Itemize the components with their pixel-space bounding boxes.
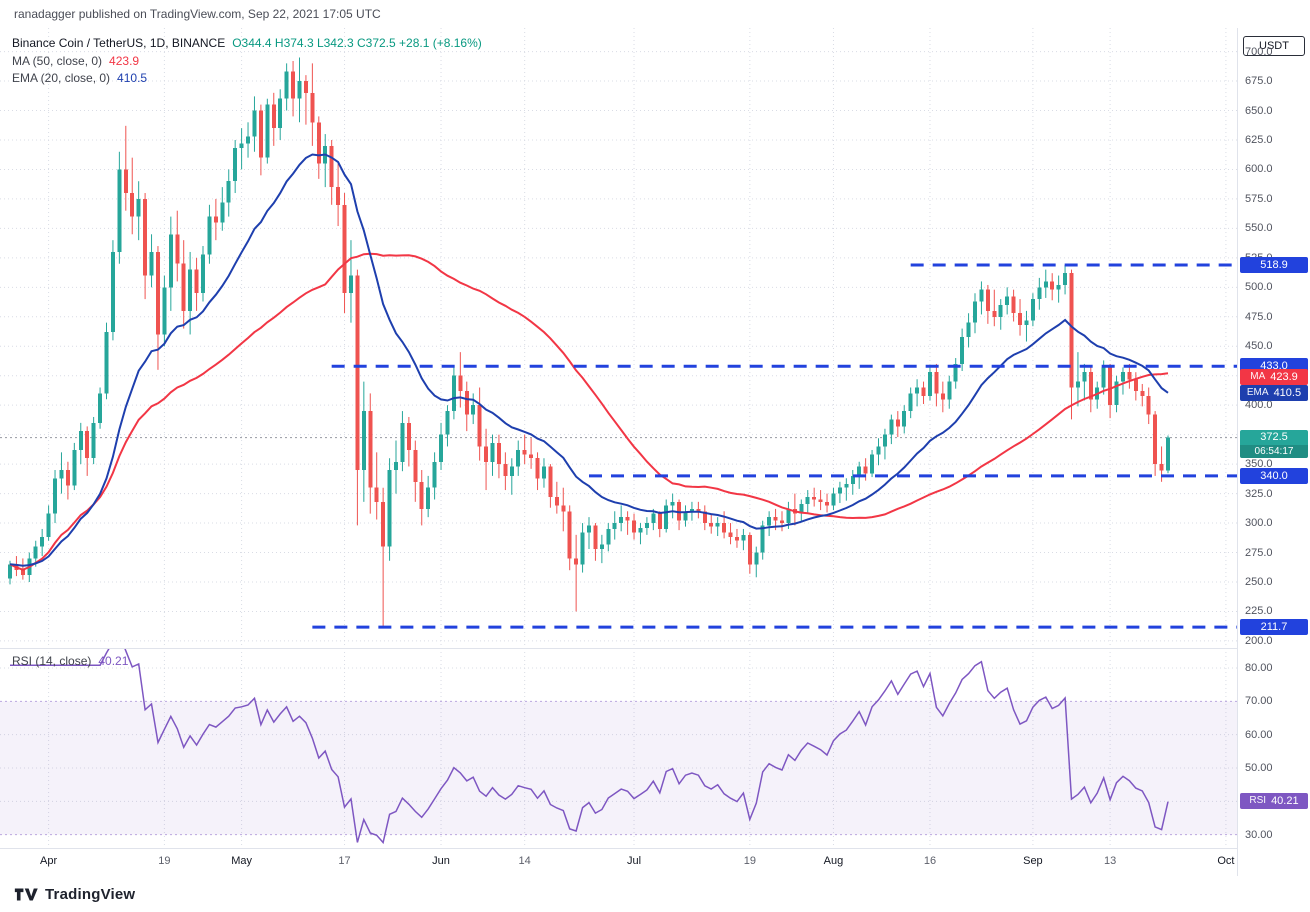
rsi-value: 40.21: [98, 654, 129, 668]
time-tick-label: 19: [743, 855, 756, 867]
ema-legend: EMA (20, close, 0) 410.5: [12, 71, 147, 85]
rsi-tick-label: 30.00: [1245, 828, 1273, 841]
candle-wicks: [9, 57, 1169, 628]
candle-bodies: [8, 71, 1170, 579]
symbol-legend: Binance Coin / TetherUS, 1D, BINANCE O344…: [12, 36, 482, 50]
symbol-title[interactable]: Binance Coin / TetherUS, 1D, BINANCE: [12, 36, 226, 50]
time-tick-label: 17: [338, 855, 351, 867]
ohlc-values: O344.4 H374.3 L342.3 C372.5 +28.1 (+8.16…: [232, 36, 482, 50]
rsi-label[interactable]: RSI (14, close): [12, 654, 92, 668]
level-price-badge: 518.9: [1240, 257, 1308, 274]
axis-unit-badge: USDT: [1243, 36, 1305, 56]
time-tick-label: 19: [158, 855, 171, 867]
price-tick-label: 475.0: [1245, 310, 1273, 323]
chart-area: Binance Coin / TetherUS, 1D, BINANCE O344…: [0, 28, 1310, 876]
price-tick-label: 600.0: [1245, 163, 1273, 176]
rsi-legend: RSI (14, close) 40.21: [12, 654, 128, 668]
rsi-tick-label: 70.00: [1245, 695, 1273, 708]
time-tick-label: Apr: [40, 855, 58, 867]
price-tick-label: 625.0: [1245, 133, 1273, 146]
tradingview-logo-icon[interactable]: [14, 886, 38, 903]
price-gridlines: [0, 28, 1237, 648]
time-tick-label: Sep: [1023, 855, 1043, 867]
rsi-gridlines: [0, 648, 1237, 848]
time-tick-label: Jul: [627, 855, 642, 867]
ema-value: 410.5: [117, 71, 148, 85]
price-tick-label: 400.0: [1245, 399, 1273, 412]
price-tick-label: 250.0: [1245, 575, 1273, 588]
price-tick-label: 300.0: [1245, 517, 1273, 530]
price-tick-label: 200.0: [1245, 634, 1273, 647]
price-tick-label: 225.0: [1245, 605, 1273, 618]
price-pane[interactable]: [0, 28, 1237, 648]
time-tick-label: 13: [1103, 855, 1117, 867]
price-axis[interactable]: USDT 200.0 225.0 250.0 275.0 300.0 325.0 350.0…: [1237, 28, 1310, 876]
rsi-tick-label: 80.00: [1245, 662, 1273, 674]
time-tick-label: Jun: [432, 855, 450, 867]
pane-divider[interactable]: [0, 648, 1310, 649]
footer: TradingView: [0, 876, 1310, 912]
rsi-line[interactable]: [10, 648, 1169, 845]
time-tick-label: 14: [518, 855, 531, 867]
bar-countdown: 06:54:17: [1240, 444, 1308, 458]
rsi-value-badge: RSI 40.21: [1240, 792, 1308, 809]
price-tick-label: 350.0: [1245, 458, 1273, 471]
rsi-band: [0, 701, 1237, 835]
time-axis-divider: [0, 848, 1310, 849]
price-tick-label: 700.0: [1245, 45, 1273, 58]
time-tick-label: May: [231, 855, 252, 867]
publish-info: ranadagger published on TradingView.com,…: [14, 7, 381, 21]
ma-legend: MA (50, close, 0) 423.9: [12, 54, 139, 68]
time-tick-label: Aug: [823, 855, 844, 867]
price-tick-label: 550.0: [1245, 222, 1273, 235]
time-axis[interactable]: Apr 19 May 17 Jun 14 Jul 19 Aug 16 Sep 13 Oct: [0, 848, 1237, 876]
ma-value: 423.9: [109, 54, 140, 68]
time-tick-label: 16: [923, 855, 937, 867]
price-tick-label: 675.0: [1245, 75, 1273, 88]
ema-value-badge: EMA 410.5: [1240, 384, 1308, 401]
price-tick-label: 650.0: [1245, 104, 1273, 117]
price-tick-label: 500.0: [1245, 281, 1273, 294]
ma-value-badge: MA 423.9: [1240, 369, 1308, 385]
brand-name[interactable]: TradingView: [45, 885, 136, 903]
price-tick-label: 450.0: [1245, 340, 1273, 353]
level-price-badge: 340.0: [1240, 467, 1308, 484]
last-price-badge: 372.5 06:54:17: [1240, 429, 1308, 458]
time-tick-label: Oct: [1217, 855, 1235, 867]
ma-line[interactable]: [9, 252, 1169, 571]
level-price-badge: 211.7: [1240, 619, 1308, 636]
rsi-pane[interactable]: [0, 648, 1237, 848]
price-tick-label: 575.0: [1245, 192, 1273, 205]
rsi-tick-label: 60.00: [1245, 728, 1273, 741]
ema-label[interactable]: EMA (20, close, 0): [12, 71, 111, 85]
price-tick-label: 275.0: [1245, 546, 1273, 559]
price-tick-label: 325.0: [1245, 487, 1273, 500]
ma-label[interactable]: MA (50, close, 0): [12, 54, 103, 68]
rsi-tick-label: 50.00: [1245, 762, 1273, 774]
ema-line[interactable]: [9, 153, 1169, 567]
